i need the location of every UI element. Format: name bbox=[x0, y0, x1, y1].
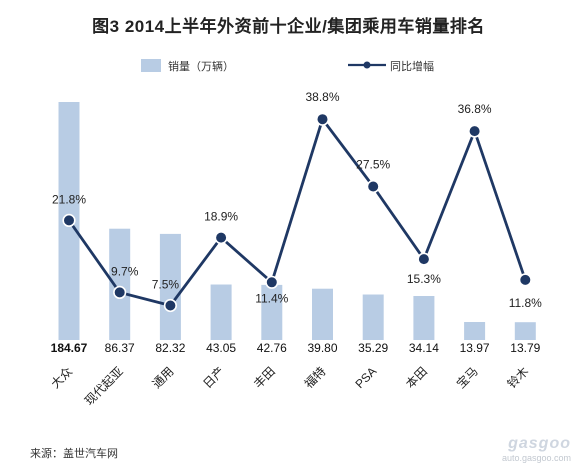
line-value-label-4: 18.9% bbox=[204, 210, 238, 224]
line-marker-4 bbox=[214, 231, 228, 245]
line-value-labels: 21.8% 9.7% 7.5% 18.9% 11.4% 38.8% 27.5% 15.3% 36… bbox=[52, 90, 542, 310]
bar-8 bbox=[413, 296, 435, 340]
bar-value-label-9: 13.97 bbox=[460, 341, 490, 355]
legend-bar-swatch bbox=[141, 59, 161, 72]
chart-title: 图3 2014上半年外资前十企业/集团乘用车销量排名 bbox=[92, 17, 485, 36]
bar-value-label-3: 82.32 bbox=[155, 341, 185, 355]
bar-value-label-4: 43.05 bbox=[206, 341, 236, 355]
line-marker-2 bbox=[113, 285, 127, 300]
line-marker-6 bbox=[315, 112, 330, 126]
bar-value-label-5: 42.76 bbox=[257, 341, 287, 355]
category-label-8: 本田 bbox=[403, 364, 430, 391]
watermark-logo: gasgoo bbox=[508, 435, 571, 452]
legend: 销量（万辆） 同比增幅 bbox=[141, 59, 434, 73]
line-value-label-8: 15.3% bbox=[407, 272, 441, 286]
bar-value-label-1: 184.67 bbox=[51, 341, 88, 355]
bar-value-label-10: 13.79 bbox=[510, 341, 540, 355]
line-marker-7 bbox=[366, 179, 380, 194]
bar-value-label-8: 34.14 bbox=[409, 341, 439, 355]
bar-value-label-2: 86.37 bbox=[105, 341, 135, 355]
watermark-url: auto.gasgoo.com bbox=[501, 453, 571, 463]
line-value-label-6: 38.8% bbox=[305, 90, 339, 104]
bar-series bbox=[58, 102, 536, 340]
category-label-3: 通用 bbox=[150, 364, 177, 391]
source-note: 来源：盖世汽车网 bbox=[30, 448, 118, 460]
line-value-label-7: 27.5% bbox=[356, 158, 390, 172]
bar-6 bbox=[312, 288, 333, 340]
bar-2 bbox=[109, 228, 131, 340]
line-value-label-10: 11.8% bbox=[509, 296, 542, 310]
bar-value-label-7: 35.29 bbox=[358, 341, 388, 355]
line-marker-5 bbox=[265, 275, 279, 289]
legend-line-label: 同比增幅 bbox=[390, 59, 434, 73]
line-marker-1 bbox=[62, 213, 76, 227]
bar-10 bbox=[514, 322, 536, 340]
bar-3 bbox=[159, 233, 181, 340]
category-label-10: 铃木 bbox=[504, 364, 532, 392]
growth-line bbox=[67, 117, 527, 307]
category-label-7: PSA bbox=[352, 364, 379, 391]
bar-value-label-6: 39.80 bbox=[307, 341, 337, 355]
category-label-6: 福特 bbox=[301, 364, 329, 392]
line-value-label-5: 11.4% bbox=[255, 291, 288, 305]
watermark: gasgoo auto.gasgoo.com bbox=[502, 435, 571, 463]
bar-9 bbox=[464, 322, 486, 340]
category-label-9: 宝马 bbox=[454, 364, 481, 391]
line-marker-9 bbox=[468, 124, 482, 138]
legend-line-marker bbox=[363, 61, 371, 69]
legend-bar-label: 销量（万辆） bbox=[168, 59, 234, 73]
category-label-5: 丰田 bbox=[251, 364, 278, 391]
bar-value-labels: 184.67 86.37 82.32 43.05 42.76 39.80 35.29 34.1… bbox=[51, 341, 541, 355]
line-marker-10 bbox=[518, 273, 532, 287]
line-value-label-9: 36.8% bbox=[458, 102, 492, 116]
bar-4 bbox=[210, 284, 232, 340]
line-value-label-1: 21.8% bbox=[52, 192, 86, 206]
line-marker-8 bbox=[417, 252, 431, 266]
line-marker-3 bbox=[163, 298, 177, 313]
category-label-2: 现代起亚 bbox=[82, 364, 126, 408]
category-labels: 大众 现代起亚 通用 日产 丰田 福特 PSA 本田 宝马 铃木 bbox=[48, 364, 531, 409]
bar-7 bbox=[362, 294, 384, 340]
line-value-label-3: 7.5% bbox=[152, 278, 180, 292]
bar-5 bbox=[261, 284, 283, 340]
line-value-label-2: 9.7% bbox=[111, 264, 139, 278]
category-label-1: 大众 bbox=[48, 364, 75, 391]
line-series bbox=[62, 112, 532, 313]
category-label-4: 日产 bbox=[200, 364, 227, 391]
